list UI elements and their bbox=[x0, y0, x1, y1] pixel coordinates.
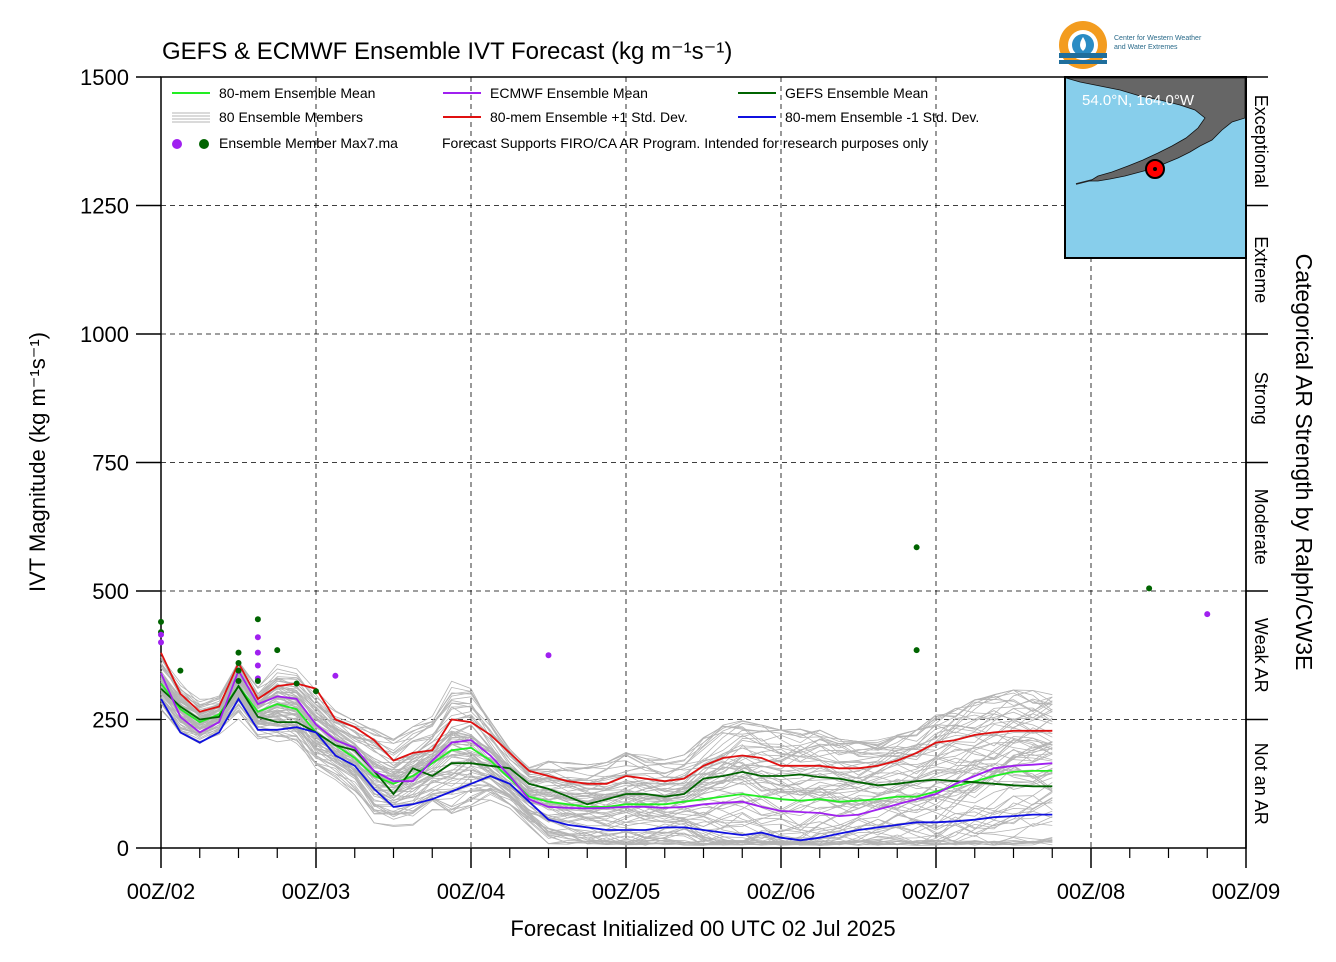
ar-categories: Not an AR Weak AR Moderate Strong Extreme Exc… bbox=[1246, 76, 1271, 825]
x-tick-label: 00Z/02 bbox=[127, 879, 196, 904]
ensemble-member-line bbox=[160, 698, 1053, 846]
max-point-gefs bbox=[913, 647, 920, 654]
max-point-ecmwf bbox=[332, 672, 339, 679]
max-point-gefs bbox=[235, 677, 242, 684]
max-point-gefs bbox=[254, 616, 261, 623]
ensemble-member-line bbox=[160, 683, 1053, 811]
x-axis-label: Forecast Initialized 00 UTC 02 Jul 2025 bbox=[510, 916, 895, 941]
ensemble-member-line bbox=[160, 657, 1053, 789]
map-aleutian-islands bbox=[1075, 179, 1093, 185]
x-tick-label: 00Z/08 bbox=[1057, 879, 1126, 904]
chart-title: GEFS & ECMWF Ensemble IVT Forecast (kg m… bbox=[162, 38, 732, 65]
max-point-gefs bbox=[274, 647, 281, 654]
x-axis: 00Z/02 00Z/03 00Z/04 00Z/05 00Z/06 00Z/07 00Z/… bbox=[127, 848, 1281, 904]
max-point-ecmwf bbox=[158, 639, 164, 646]
max-point-gefs bbox=[313, 688, 319, 695]
series-line-3 bbox=[160, 652, 1053, 785]
ensemble-member-line bbox=[160, 685, 1053, 788]
legend-gefs-max-dot bbox=[199, 139, 209, 149]
ensemble-member-line bbox=[160, 674, 1053, 786]
ensemble-member-line bbox=[160, 689, 1053, 840]
max-point-gefs bbox=[293, 680, 300, 687]
max-point-ecmwf bbox=[254, 649, 261, 656]
legend: 80-mem Ensemble Mean ECMWF Ensemble Mean… bbox=[172, 85, 979, 151]
series-line-4 bbox=[160, 697, 1053, 842]
max-point-gefs bbox=[254, 677, 261, 684]
legend-minus-label: 80-mem Ensemble -1 Std. Dev. bbox=[785, 109, 979, 125]
location-map-inset: 54.0°N, 164.0°W bbox=[1064, 76, 1247, 259]
logo-text-line2: and Water Extremes bbox=[1114, 44, 1178, 51]
y-tick-label: 1500 bbox=[80, 65, 129, 90]
y-tick-label: 500 bbox=[92, 579, 129, 604]
category-label: Moderate bbox=[1251, 489, 1271, 565]
y-axis-label: IVT Magnitude (kg m⁻¹s⁻¹) bbox=[25, 332, 50, 592]
y-tick-label: 250 bbox=[92, 708, 129, 733]
series-line-2 bbox=[160, 684, 1053, 806]
cw3e-logo: Center for Western Weather and Water Ext… bbox=[1059, 21, 1202, 69]
max-point-gefs bbox=[235, 667, 242, 674]
ensemble-member-line bbox=[160, 674, 1053, 818]
max-point-ecmwf bbox=[1204, 611, 1211, 618]
ensemble-member-line bbox=[160, 693, 1053, 808]
category-label: Extreme bbox=[1251, 236, 1271, 303]
logo-text-line1: Center for Western Weather bbox=[1114, 35, 1202, 42]
ensemble-member-line bbox=[160, 691, 1053, 846]
max-point-gefs bbox=[158, 618, 164, 625]
ensemble-member-line bbox=[160, 687, 1053, 846]
legend-note: Forecast Supports FIRO/CA AR Program. In… bbox=[442, 135, 928, 151]
legend-mean-label: 80-mem Ensemble Mean bbox=[219, 85, 375, 101]
x-tick-label: 00Z/05 bbox=[592, 879, 661, 904]
legend-plus-label: 80-mem Ensemble +1 Std. Dev. bbox=[490, 109, 688, 125]
legend-max7-label: Ensemble Member Max7.ma bbox=[219, 135, 398, 151]
x-tick-label: 00Z/07 bbox=[902, 879, 971, 904]
max-point-ecmwf bbox=[254, 634, 261, 641]
ensemble-member-line bbox=[160, 676, 1053, 800]
y-tick-label: 1250 bbox=[80, 194, 129, 219]
max-point-gefs bbox=[913, 544, 920, 551]
map-location-label: 54.0°N, 164.0°W bbox=[1082, 92, 1195, 109]
x-tick-label: 00Z/03 bbox=[282, 879, 351, 904]
ensemble-member-line bbox=[160, 662, 1053, 773]
max-point-ecmwf bbox=[254, 662, 261, 669]
legend-ecmwf-label: ECMWF Ensemble Mean bbox=[490, 85, 648, 101]
max-point-ecmwf bbox=[545, 652, 552, 659]
y-tick-label: 1000 bbox=[80, 322, 129, 347]
max-point-gefs bbox=[235, 649, 242, 656]
ensemble-member-line bbox=[160, 700, 1053, 815]
ensemble-member-line bbox=[160, 696, 1053, 845]
x-tick-label: 00Z/06 bbox=[747, 879, 816, 904]
ensemble-member-line bbox=[160, 680, 1053, 846]
y-tick-label: 750 bbox=[92, 451, 129, 476]
y-tick-label: 0 bbox=[117, 836, 129, 861]
legend-members-label: 80 Ensemble Members bbox=[219, 109, 363, 125]
max-point-gefs bbox=[177, 667, 184, 674]
ensemble-member-line bbox=[160, 684, 1053, 846]
series-line-1 bbox=[160, 668, 1053, 818]
series-line-0 bbox=[160, 682, 1053, 808]
x-tick-label: 00Z/09 bbox=[1212, 879, 1281, 904]
right-axis-label: Categorical AR Strength by Ralph/CW3E bbox=[1291, 254, 1317, 671]
ensemble-member-line bbox=[160, 660, 1053, 774]
max-point-ecmwf bbox=[158, 631, 164, 638]
legend-ecmwf-max-dot bbox=[172, 139, 182, 149]
max-point-gefs bbox=[235, 659, 242, 666]
max-point-gefs bbox=[1146, 585, 1153, 592]
map-land-alaska bbox=[1065, 77, 1246, 182]
category-label: Exceptional bbox=[1251, 95, 1271, 188]
category-label: Weak AR bbox=[1251, 618, 1271, 693]
y-axis: 0 250 500 750 1000 1250 1500 bbox=[80, 65, 161, 861]
series-lines bbox=[160, 652, 1053, 842]
legend-gefs-label: GEFS Ensemble Mean bbox=[785, 85, 928, 101]
legend-members-swatch bbox=[172, 112, 210, 123]
ensemble-member-line bbox=[160, 661, 1053, 779]
category-label: Not an AR bbox=[1251, 743, 1271, 825]
x-tick-label: 00Z/04 bbox=[437, 879, 506, 904]
category-label: Strong bbox=[1251, 372, 1271, 425]
max-points bbox=[158, 544, 1211, 695]
ensemble-members bbox=[160, 656, 1053, 846]
ensemble-member-line bbox=[160, 699, 1053, 837]
